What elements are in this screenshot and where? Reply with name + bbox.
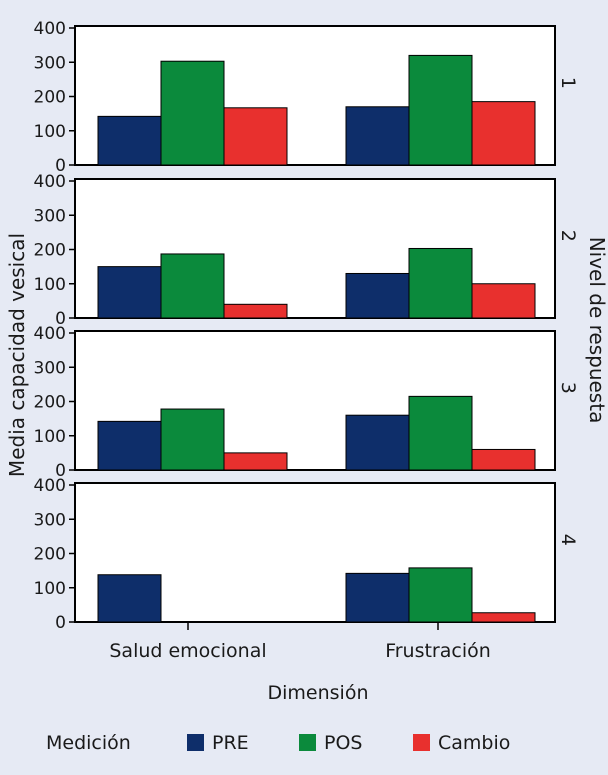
panel-3: 0 100 200 300 400 3 [34,324,579,481]
x-axis-label: Dimensión [268,682,369,704]
bar-2-frustracion-pre [345,272,410,319]
y-tick-label-2-200: 200 [34,241,66,261]
legend: Medición PRE POS Cambio [46,732,510,754]
bar-1-salud-pre [97,115,162,166]
bar-2-frustracion-cambio [471,283,536,319]
bar-4-frustracion-cambio [471,612,536,623]
y-axis-label: Media capacidad vesical [5,233,29,477]
facet-level-label-1: 1 [557,77,579,89]
legend-label-pos: POS [324,732,362,754]
y-tick-label-1-0: 0 [55,156,66,176]
y-tick-label-1-100: 100 [34,122,66,142]
chart-panels: 0100200300400101002003004002010020030040… [34,19,579,633]
bar-2-salud-cambio [223,303,288,319]
bar-3-frustracion-pre [345,414,410,471]
y-tick-label-2-400: 400 [34,172,66,192]
y-tick-label-4-300: 300 [34,510,66,530]
y-tick-label-3-0: 0 [55,461,66,481]
bar-3-frustracion-cambio [471,448,536,471]
panel-2: 0 100 200 300 400 2 [34,172,579,329]
legend-label-pre: PRE [212,732,249,754]
legend-swatch-pre [187,734,204,751]
y-tick-label-2-300: 300 [34,206,66,226]
bar-4-frustracion-pre [345,572,410,623]
bar-1-salud-cambio [223,107,288,166]
x-tick-label-frustracion: Frustración [385,640,491,662]
facet-level-label-3: 3 [557,382,579,394]
facet-level-label-4: 4 [557,534,579,546]
legend-swatch-pos [299,734,316,751]
legend-label-cambio: Cambio [438,732,510,754]
bar-1-salud-pos [160,60,225,166]
facet-axis-label: Nivel de respuesta [585,237,608,424]
panel-1: 0 100 200 300 400 1 [34,19,579,176]
y-tick-label-3-200: 200 [34,393,66,413]
panel-4: 0 100 200 300 400 4 [34,476,579,633]
y-tick-label-2-100: 100 [34,275,66,295]
bar-1-frustracion-cambio [471,101,536,166]
y-tick-label-4-400: 400 [34,476,66,496]
y-tick-label-1-300: 300 [34,53,66,73]
bar-3-salud-cambio [223,452,288,471]
bar-3-frustracion-pos [408,395,473,471]
bar-2-salud-pre [97,266,162,319]
legend-title: Medición [46,732,131,754]
legend-swatch-cambio [413,734,430,751]
bar-1-frustracion-pre [345,106,410,166]
bar-3-salud-pos [160,408,225,471]
bar-2-salud-pos [160,253,225,319]
y-tick-label-4-100: 100 [34,579,66,599]
bar-4-frustracion-pos [408,567,473,623]
y-tick-label-1-400: 400 [34,19,66,39]
x-tick-label-salud: Salud emocional [109,640,266,662]
y-tick-label-3-100: 100 [34,427,66,447]
y-tick-label-1-200: 200 [34,88,66,108]
y-tick-label-3-300: 300 [34,358,66,378]
y-tick-label-2-0: 0 [55,309,66,329]
bar-1-frustracion-pos [408,54,473,166]
bar-3-salud-pre [97,420,162,471]
facet-level-label-2: 2 [557,230,579,242]
y-tick-label-3-400: 400 [34,324,66,344]
y-tick-label-4-200: 200 [34,545,66,565]
y-tick-label-4-0: 0 [55,613,66,633]
bar-2-frustracion-pos [408,247,473,319]
bar-4-salud-pre [97,574,162,623]
